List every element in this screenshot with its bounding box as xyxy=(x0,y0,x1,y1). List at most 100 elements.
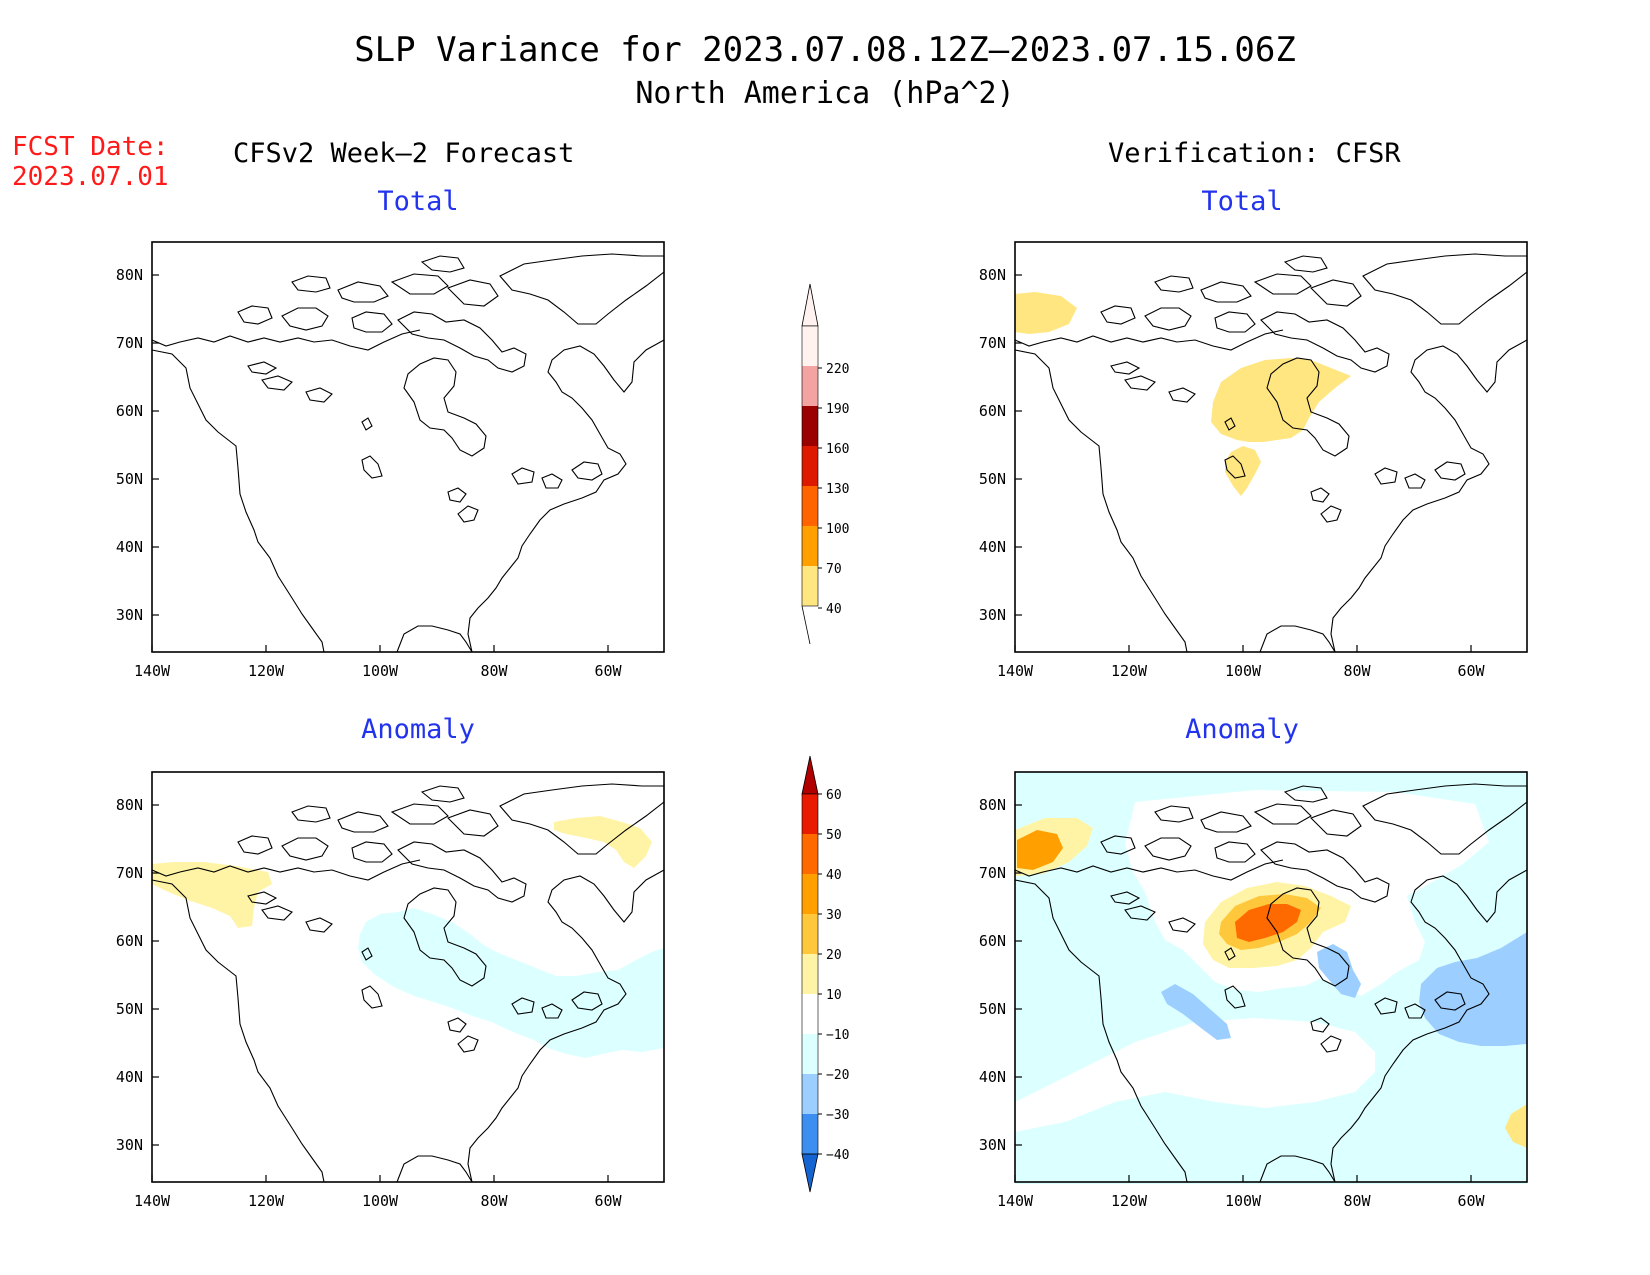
map-forecast-anomaly: 80N 70N 60N 50N 40N 30N 140W 120W 100W 80W 60W xyxy=(116,771,665,1210)
coastline xyxy=(403,357,487,457)
lat-tick-label: 40N xyxy=(116,1068,143,1086)
verification-column-title: Verification: CFSR xyxy=(1108,138,1401,169)
coastline-layer xyxy=(1014,253,1528,653)
colorbar-label: −30 xyxy=(826,1108,849,1123)
coastline xyxy=(261,375,293,391)
lon-tick-label: 140W xyxy=(134,1192,171,1210)
colorbar-outline xyxy=(801,793,819,1155)
coastline xyxy=(361,455,383,479)
contour-fill xyxy=(358,908,664,1058)
coastline xyxy=(1330,869,1528,1183)
map-forecast-total: 80N 70N 60N 50N 40N 30N 140W 120W 100W 80W 60W xyxy=(116,241,665,680)
coastline xyxy=(1144,837,1192,861)
colorbar-label: 30 xyxy=(826,908,842,923)
coastline xyxy=(1404,473,1426,489)
coastline xyxy=(403,887,487,987)
lon-tick-label: 100W xyxy=(1225,662,1262,680)
colorbar-cap-top xyxy=(801,283,819,327)
coastline xyxy=(1124,375,1156,391)
coastline xyxy=(1259,1155,1336,1183)
fcst-date-value: 2023.07.01 xyxy=(12,162,169,192)
coastline xyxy=(1330,339,1528,653)
coastline xyxy=(447,279,499,307)
colorbar-anomaly: 60 50 40 30 20 10 −10 −20 −30 −40 xyxy=(801,755,849,1193)
coastline xyxy=(291,275,331,293)
colorbar-label: 70 xyxy=(826,562,842,577)
plot-frame xyxy=(1014,771,1528,1183)
coastline xyxy=(1266,887,1350,987)
coastline xyxy=(457,1035,479,1053)
coastline xyxy=(1259,625,1336,653)
coastline xyxy=(571,991,603,1011)
lat-tick-label: 60N xyxy=(979,932,1006,950)
coastline xyxy=(467,339,665,653)
lat-tick-label: 40N xyxy=(979,538,1006,556)
coastline xyxy=(396,625,473,653)
colorbar-label: 40 xyxy=(826,868,842,883)
lon-tick-label: 80W xyxy=(480,662,508,680)
lat-tick-label: 40N xyxy=(979,1068,1006,1086)
plot-frame xyxy=(151,241,665,653)
coastline xyxy=(1014,859,1284,881)
coastline-layer xyxy=(151,783,665,1183)
panel-title-forecast-total: Total xyxy=(377,186,459,217)
coastline xyxy=(281,837,329,861)
panel-title-verification-anomaly: Anomaly xyxy=(1185,714,1299,745)
lat-tick-label: 80N xyxy=(979,796,1006,814)
map-fill-layer xyxy=(1015,772,1527,1184)
coastline xyxy=(1253,273,1312,295)
coastline xyxy=(1168,387,1196,403)
colorbar-label: 130 xyxy=(826,482,849,497)
contour-fill xyxy=(1015,292,1077,334)
colorbar-label: 40 xyxy=(826,602,842,617)
colorbar-swatch xyxy=(802,914,818,954)
panel-title-verification-total: Total xyxy=(1201,186,1283,217)
coastline xyxy=(337,811,389,833)
lat-tick-label: 30N xyxy=(116,606,143,624)
coastline xyxy=(1362,253,1528,325)
colorbar-label: 50 xyxy=(826,828,842,843)
lat-tick-label: 50N xyxy=(979,470,1006,488)
coastline xyxy=(305,917,333,933)
coastline xyxy=(1110,361,1141,375)
coastline xyxy=(447,1017,467,1033)
map-fill-layer xyxy=(1015,292,1351,496)
lat-tick-label: 30N xyxy=(979,606,1006,624)
colorbar-swatch xyxy=(802,994,818,1034)
contour-fill xyxy=(1505,1104,1527,1148)
coastline xyxy=(1014,349,1188,653)
coastline xyxy=(1434,461,1466,481)
coastline xyxy=(1310,1017,1330,1033)
colorbar-total: 220 190 160 130 100 70 40 xyxy=(801,283,849,645)
chart-title: SLP Variance for 2023.07.08.12Z–2023.07.… xyxy=(354,30,1296,70)
contour-fill xyxy=(554,816,652,868)
plot-frame xyxy=(151,771,665,1183)
lat-tick-label: 60N xyxy=(116,932,143,950)
chart-subtitle: North America (hPa^2) xyxy=(635,76,1015,111)
contour-fill xyxy=(1161,984,1231,1040)
colorbar-cap-bottom xyxy=(801,1153,819,1193)
coastline xyxy=(1224,417,1236,431)
map-verification-anomaly: 80N 70N 60N 50N 40N 30N 140W 120W 100W 80W 60W xyxy=(979,771,1528,1210)
colorbar-swatch xyxy=(802,794,818,834)
lat-tick-label: 50N xyxy=(116,470,143,488)
contour-fill xyxy=(1015,1018,1375,1132)
coastline xyxy=(396,1155,473,1183)
coastline-layer xyxy=(151,253,665,653)
lon-tick-label: 80W xyxy=(1343,1192,1371,1210)
coastline xyxy=(1214,311,1256,333)
lon-tick-label: 120W xyxy=(1111,1192,1148,1210)
colorbar-swatch xyxy=(802,1034,818,1074)
colorbar-label: 10 xyxy=(826,988,842,1003)
lat-tick-label: 70N xyxy=(116,864,143,882)
coastline xyxy=(397,841,527,903)
lon-tick-label: 80W xyxy=(480,1192,508,1210)
coastline xyxy=(151,349,325,653)
coastline xyxy=(1260,841,1390,903)
coastline xyxy=(1310,279,1362,307)
lat-tick-label: 80N xyxy=(116,796,143,814)
fcst-date-label: FCST Date: xyxy=(12,132,169,162)
coastline xyxy=(1362,783,1528,855)
lat-tick-label: 50N xyxy=(116,1000,143,1018)
coastline xyxy=(291,805,331,823)
